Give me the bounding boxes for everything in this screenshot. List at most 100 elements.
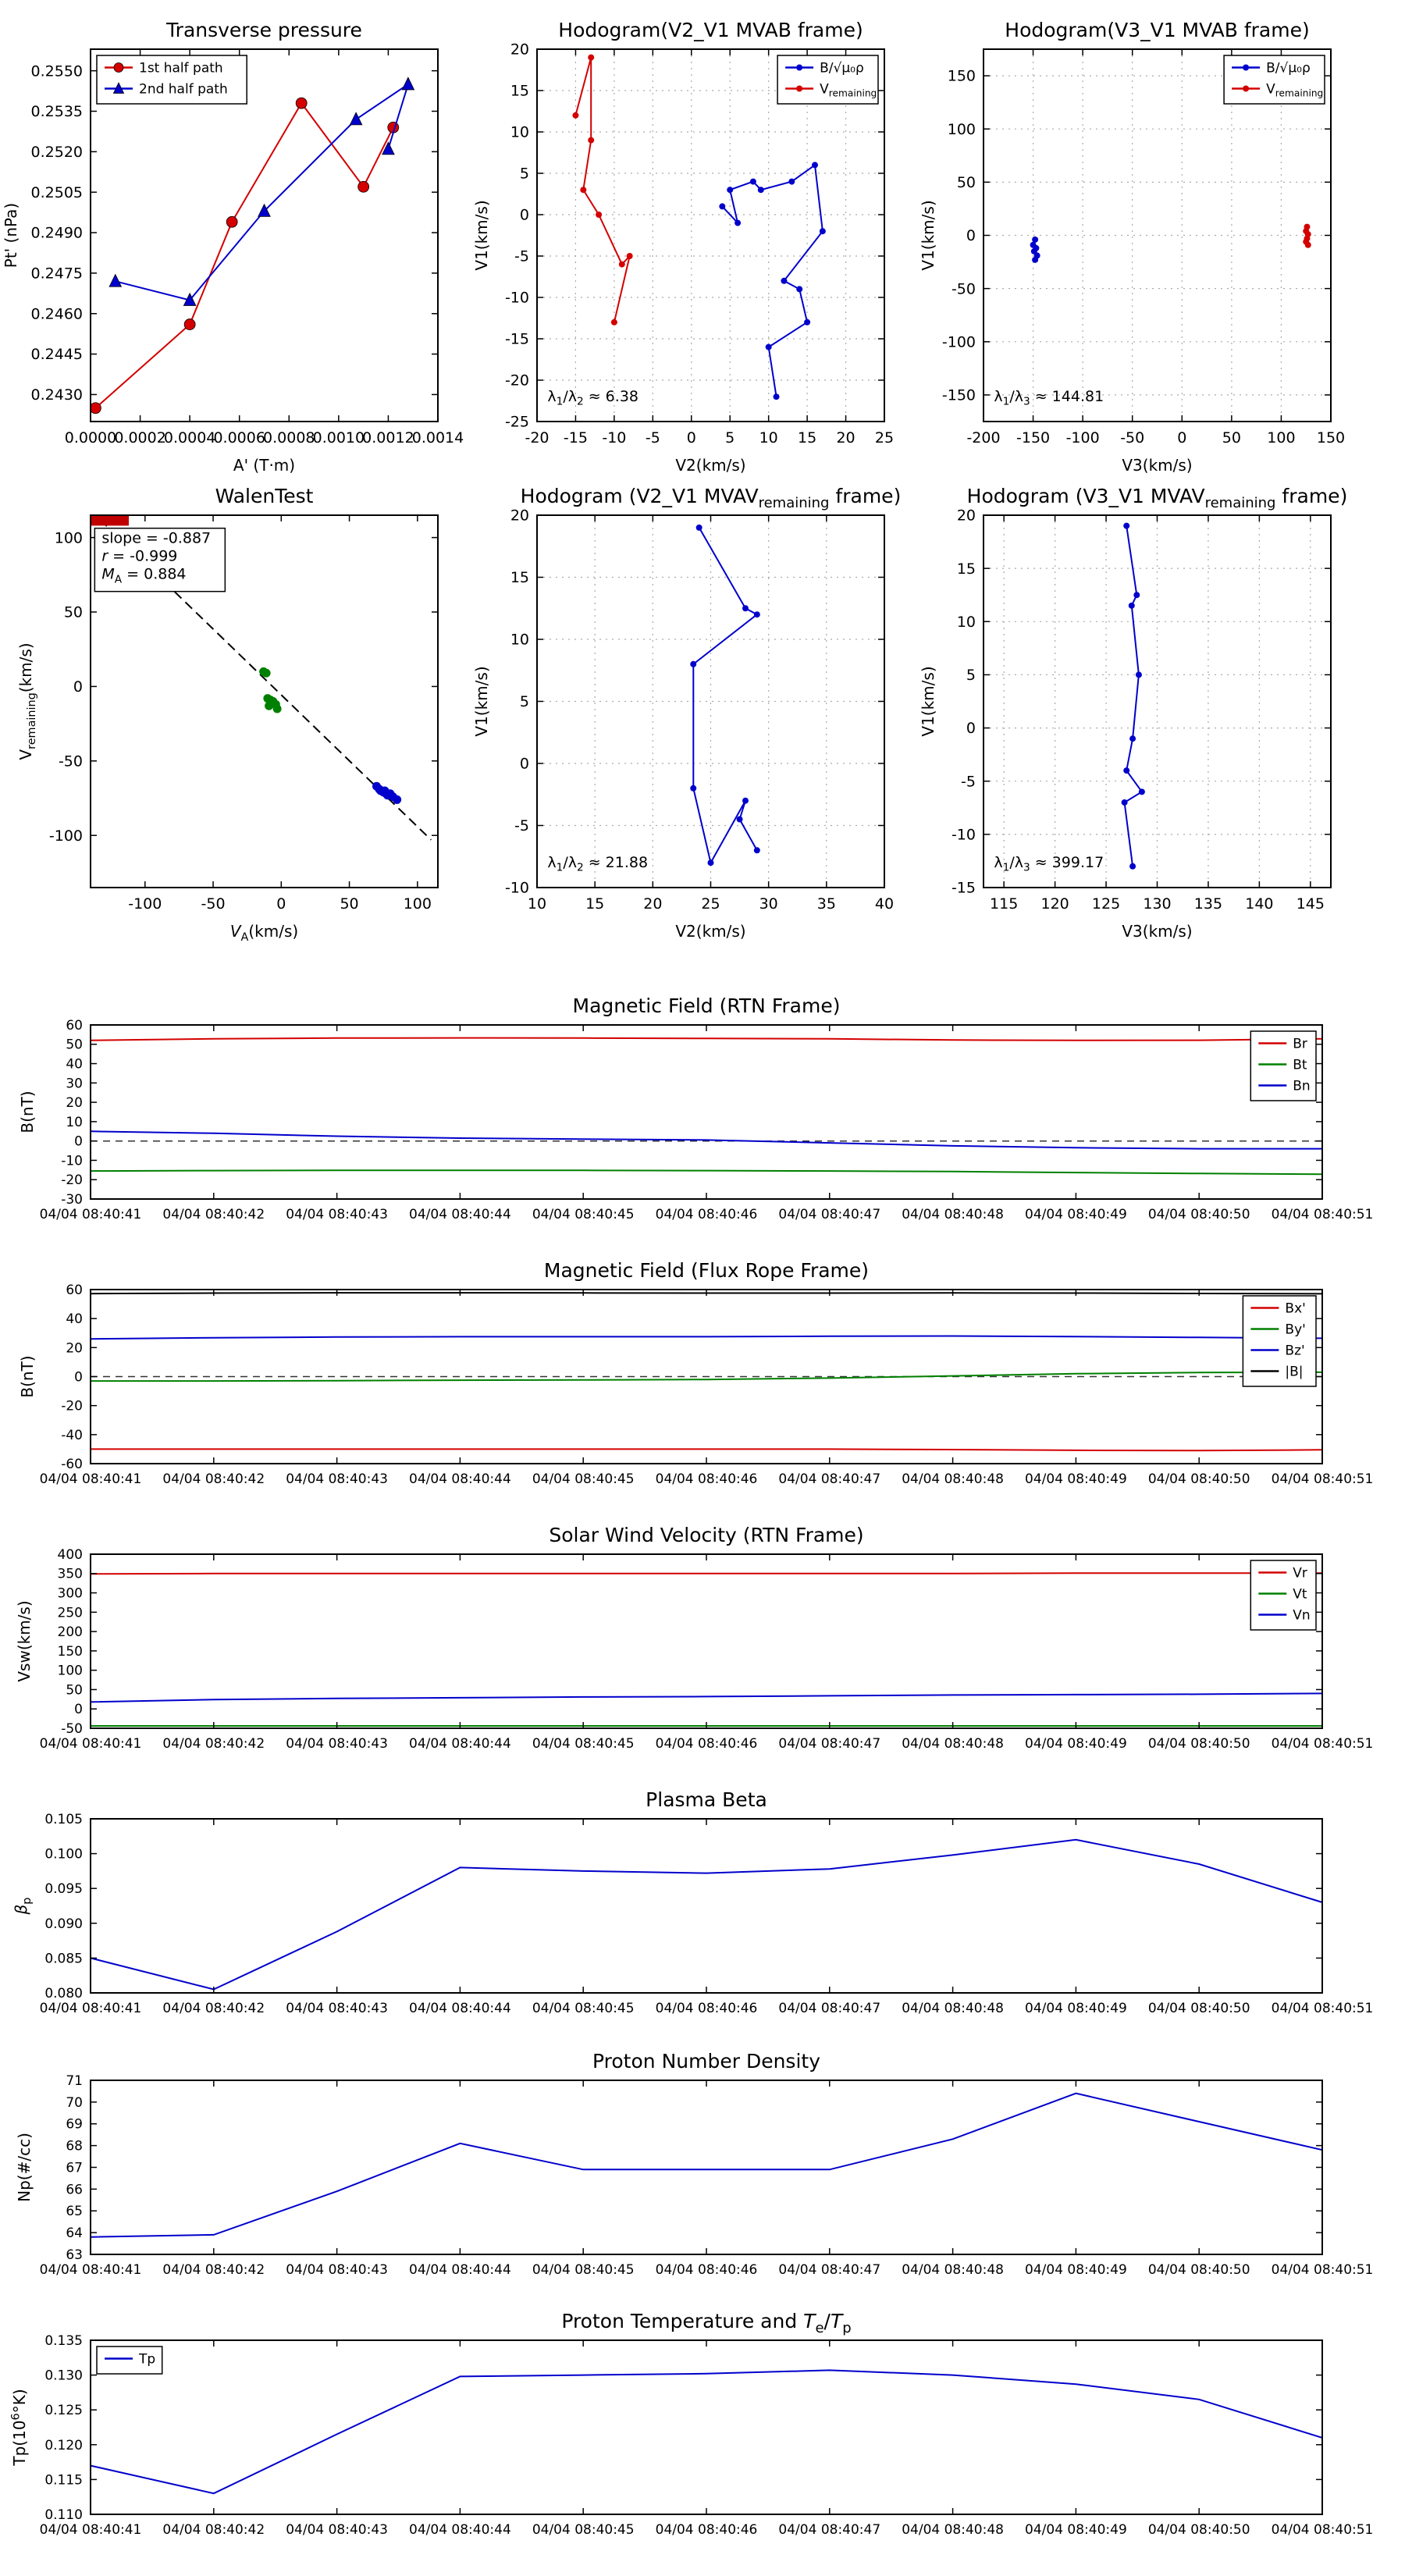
marker-dot bbox=[719, 203, 726, 210]
chart-hodogram-v3v1-mvav: 115 120 125 130 135 140 145 -15 -10 -5 0 5 10 15 20 Hod… bbox=[893, 466, 1405, 950]
x-tick-label: 0 bbox=[687, 429, 696, 447]
y-tick-label: -20 bbox=[505, 372, 529, 390]
marker-dot bbox=[1243, 85, 1250, 92]
x-tick-label: 04/04 08:40:49 bbox=[1025, 2262, 1127, 2278]
y-axis-label: B(nT) bbox=[18, 1355, 37, 1397]
marker-dot bbox=[618, 261, 625, 268]
marker-dot bbox=[695, 524, 702, 531]
axes-frame bbox=[536, 48, 885, 422]
marker-dot bbox=[1128, 602, 1135, 609]
chart-title: Solar Wind Velocity (RTN Frame) bbox=[549, 1524, 863, 1546]
y-tick-label: -10 bbox=[505, 880, 529, 897]
x-tick-label: 125 bbox=[1092, 895, 1120, 913]
chart-title: Magnetic Field (RTN Frame) bbox=[573, 994, 841, 1017]
x-axis-label: A' (T·m) bbox=[233, 456, 295, 475]
y-tick-label: -50 bbox=[61, 1721, 83, 1737]
chart-svg-solar-wind-velocity: 04/04 08:40:41 04/04 08:40:42 04/04 08:40:… bbox=[15, 1524, 1373, 1752]
marker-dot bbox=[707, 859, 714, 866]
legend-label: 2nd half path bbox=[139, 81, 228, 97]
series-Bn bbox=[90, 1130, 1322, 1150]
chart-plasma-beta: 04/04 08:40:41 04/04 08:40:42 04/04 08:40:… bbox=[0, 1770, 1405, 2031]
chart-hodogram-v2v1-mvab: -20 -15 -10 -5 0 5 10 15 20 25 -25 -20 -15 -10 -5 0 5 10 1… bbox=[446, 0, 934, 478]
plot-area bbox=[537, 49, 884, 422]
plot-area bbox=[91, 1819, 1322, 1993]
x-tick-label: 04/04 08:40:51 bbox=[1272, 2522, 1374, 2538]
chart-magnetic-field-rtn: 04/04 08:40:41 04/04 08:40:42 04/04 08:40:… bbox=[0, 976, 1405, 1237]
y-tick-label: -100 bbox=[49, 827, 83, 845]
x-tick-label: 0.0008 bbox=[263, 429, 315, 447]
x-axis-label: V3(km/s) bbox=[1122, 456, 1192, 475]
x-tick-label: 04/04 08:40:45 bbox=[532, 1207, 635, 1222]
x-tick-label: 04/04 08:40:42 bbox=[162, 2001, 265, 2016]
x-tick-label: 04/04 08:40:46 bbox=[656, 1471, 758, 1487]
y-tick-label: -30 bbox=[61, 1192, 83, 1208]
legend-label: Bn bbox=[1293, 1078, 1310, 1094]
y-tick-label: 0 bbox=[520, 207, 529, 224]
y-tick-label: 70 bbox=[66, 2095, 83, 2111]
marker-point bbox=[261, 668, 271, 678]
x-tick-label: 04/04 08:40:43 bbox=[286, 2522, 388, 2538]
y-tick-label: 400 bbox=[58, 1547, 83, 1563]
x-tick-label: 04/04 08:40:48 bbox=[902, 2001, 1004, 2016]
y-tick-label: 0.105 bbox=[44, 1812, 83, 1827]
y-tick-label: 0 bbox=[73, 678, 83, 696]
marker-dot bbox=[1123, 522, 1130, 529]
marker-dot bbox=[804, 318, 811, 326]
series-beta-p bbox=[90, 1838, 1323, 1991]
marker-dot bbox=[735, 219, 742, 226]
chart-svg-walen-test: -100 -50 0 50 100 -100 -50 0 50 100 WalenTest VA(km… bbox=[16, 485, 439, 944]
y-tick-label: 50 bbox=[64, 604, 83, 621]
y-tick-label: 0 bbox=[520, 756, 529, 773]
marker-circle bbox=[89, 402, 101, 415]
chart-hodogram-v2v1-mvav: 10 15 20 25 30 35 40 -10 -5 0 5 10 15 20 Hodogram (V2_… bbox=[446, 466, 934, 950]
x-tick-label: 35 bbox=[817, 895, 836, 913]
legend-label: Bz' bbox=[1285, 1343, 1304, 1358]
x-tick-label: 115 bbox=[990, 895, 1018, 913]
marker-triangle bbox=[401, 76, 415, 91]
marker-dot bbox=[773, 393, 780, 400]
marker-dot bbox=[1133, 592, 1140, 599]
y-tick-label: 20 bbox=[66, 1340, 83, 1356]
annotation-text: λ1/λ3 ≈ 399.17 bbox=[994, 854, 1104, 874]
y-tick-label: 65 bbox=[66, 2204, 83, 2219]
y-tick-label: 0 bbox=[74, 1369, 83, 1385]
marker-dot bbox=[596, 212, 603, 218]
y-tick-label: 100 bbox=[948, 121, 976, 138]
y-tick-label: 20 bbox=[957, 507, 976, 525]
x-tick-label: 04/04 08:40:49 bbox=[1025, 1736, 1127, 1752]
chart-proton-temperature: 04/04 08:40:41 04/04 08:40:42 04/04 08:40:… bbox=[0, 2291, 1405, 2556]
legend-label: B/√μ₀ρ bbox=[820, 60, 864, 76]
y-tick-label: 0.2520 bbox=[31, 144, 83, 161]
marker-point bbox=[393, 795, 402, 804]
x-tick-label: 04/04 08:40:48 bbox=[902, 2522, 1004, 2538]
y-tick-label: 0.2430 bbox=[31, 386, 83, 404]
y-tick-label: 0.2460 bbox=[31, 305, 83, 322]
y-tick-label: 5 bbox=[966, 667, 976, 684]
marker-dot bbox=[1032, 236, 1039, 243]
x-tick-label: 04/04 08:40:49 bbox=[1025, 1207, 1127, 1222]
x-tick-label: -100 bbox=[1066, 429, 1100, 447]
marker-triangle bbox=[108, 273, 123, 287]
marker-triangle bbox=[183, 292, 197, 306]
x-tick-label: 15 bbox=[798, 429, 816, 447]
x-tick-label: 04/04 08:40:51 bbox=[1272, 1207, 1374, 1222]
x-tick-label: 04/04 08:40:50 bbox=[1148, 2262, 1250, 2278]
chart-svg-transverse-pressure: 0.00000.00020.00040.00060.00080.00100.00… bbox=[2, 19, 464, 475]
chart-title: Proton Number Density bbox=[592, 2050, 820, 2073]
series-Vr bbox=[90, 1572, 1322, 1575]
y-tick-label: 0.2505 bbox=[31, 184, 83, 201]
y-tick-label: 0.135 bbox=[44, 2333, 83, 2349]
y-tick-label: 200 bbox=[58, 1624, 83, 1640]
y-tick-label: 0.080 bbox=[44, 1986, 83, 2001]
marker-dot bbox=[727, 187, 734, 194]
y-tick-label: -5 bbox=[514, 817, 529, 834]
chart-svg-proton-number-density: 04/04 08:40:41 04/04 08:40:42 04/04 08:40:… bbox=[15, 2050, 1373, 2278]
y-tick-label: 71 bbox=[66, 2073, 83, 2089]
series-Br bbox=[90, 1037, 1323, 1041]
plot-area bbox=[984, 49, 1331, 422]
y-tick-label: -15 bbox=[505, 331, 529, 348]
marker-point bbox=[272, 704, 282, 713]
annotation-text: λ1/λ2 ≈ 21.88 bbox=[547, 854, 648, 874]
x-axis-label: VA(km/s) bbox=[230, 922, 298, 944]
x-tick-label: 04/04 08:40:50 bbox=[1148, 1207, 1250, 1222]
